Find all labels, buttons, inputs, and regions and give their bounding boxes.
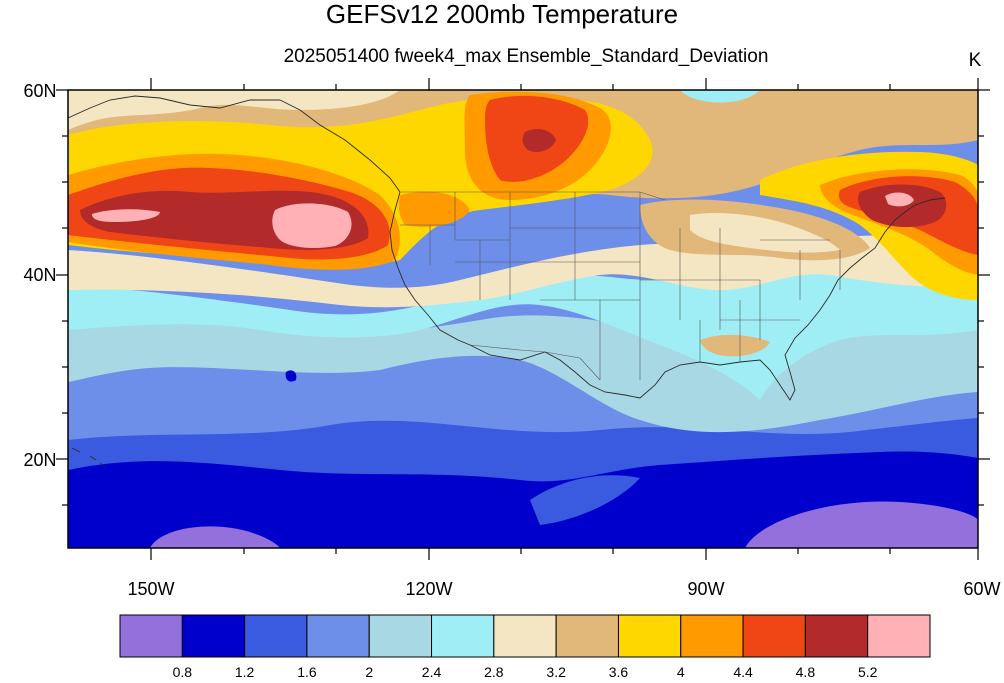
colorbar-swatch (804, 614, 869, 658)
region-darkred-north (522, 129, 556, 152)
colorbar-label: 0.8 (173, 664, 193, 680)
region-very-low-spot (285, 370, 297, 382)
region-low-tongue (530, 475, 640, 525)
colorbar: 0.8 1.2 1.6 2 2.4 2.8 3.2 3.6 4 4.4 4.8 5.2 (119, 614, 931, 680)
map-subtitle: 2025051400 fweek4_max Ensemble_Standard_… (284, 46, 769, 67)
map-area (68, 90, 978, 548)
colorbar-swatch (244, 614, 308, 658)
hawaii (71, 447, 107, 469)
colorbar-swatch (306, 614, 370, 658)
lat-label-60n: 60N (23, 81, 56, 101)
colorbar-swatch (181, 614, 246, 658)
colorbar-label: 4.4 (733, 664, 753, 680)
us-west-coast (389, 191, 471, 346)
gulf-coast (639, 231, 886, 401)
region-light (68, 263, 978, 400)
colorbar-swatch (867, 614, 931, 658)
alaska-coast (68, 95, 280, 119)
colorbar-swatch (493, 614, 557, 658)
region-cream-north (68, 90, 400, 130)
colorbar-swatch (617, 614, 682, 658)
region-tan-southeast (700, 334, 770, 357)
colorbar-swatch (431, 614, 495, 658)
border-mountain-states (455, 192, 540, 300)
colorbar-label: 1.6 (297, 664, 317, 680)
lat-label-40n: 40N (23, 265, 56, 285)
lon-label-60w: 60W (963, 579, 1000, 599)
lon-label-150w: 150W (127, 579, 174, 599)
lat-label-20n: 20N (23, 450, 56, 470)
colorbar-label: 3.2 (546, 664, 566, 680)
lon-label-90w: 90W (687, 579, 724, 599)
region-pink-east (885, 192, 914, 207)
colorbar-swatch (555, 614, 619, 658)
region-moderate (68, 304, 978, 433)
colorbar-label: 5.2 (858, 664, 878, 680)
coastlines (68, 95, 946, 401)
hawaii-islands (71, 447, 107, 469)
colorbar-swatch (742, 614, 806, 658)
region-pink-west (272, 203, 352, 248)
us-canada-border (400, 191, 666, 201)
colorbar-swatch (368, 614, 433, 658)
region-orange-inland (398, 191, 470, 227)
colorbar-label: 4 (677, 664, 685, 680)
region-cream-lakes (690, 213, 840, 253)
region-pink-small (92, 209, 160, 222)
colorbar-label: 3.6 (609, 664, 629, 680)
border-plains-states (510, 192, 640, 380)
colorbar-swatch (680, 614, 744, 658)
border-midwest-states (639, 192, 760, 380)
map-title: GEFSv12 200mb Temperature (326, 0, 678, 29)
tick-marks (56, 78, 990, 560)
state-borders (400, 191, 841, 381)
units-label: K (969, 50, 982, 71)
border-northeast-states (760, 239, 841, 300)
northeast-coast (884, 197, 946, 233)
mexico-coast (469, 344, 641, 399)
border-southeast-states (699, 280, 800, 362)
us-mexico-border (469, 344, 601, 381)
canada-coast (279, 99, 401, 193)
colorbar-label: 2.8 (484, 664, 504, 680)
colorbar-label: 1.2 (235, 664, 255, 680)
colorbar-label: 2.4 (422, 664, 442, 680)
region-lowest-right (745, 501, 978, 548)
lon-label-120w: 120W (405, 579, 452, 599)
map-frame (67, 89, 979, 549)
region-light-north (680, 90, 760, 103)
border-pacific-states (400, 192, 456, 265)
colorbar-label: 4.8 (796, 664, 816, 680)
colorbar-swatch (119, 614, 183, 658)
colorbar-label: 2 (365, 664, 373, 680)
region-lowest-left (150, 526, 280, 548)
region-very-low (68, 451, 978, 548)
